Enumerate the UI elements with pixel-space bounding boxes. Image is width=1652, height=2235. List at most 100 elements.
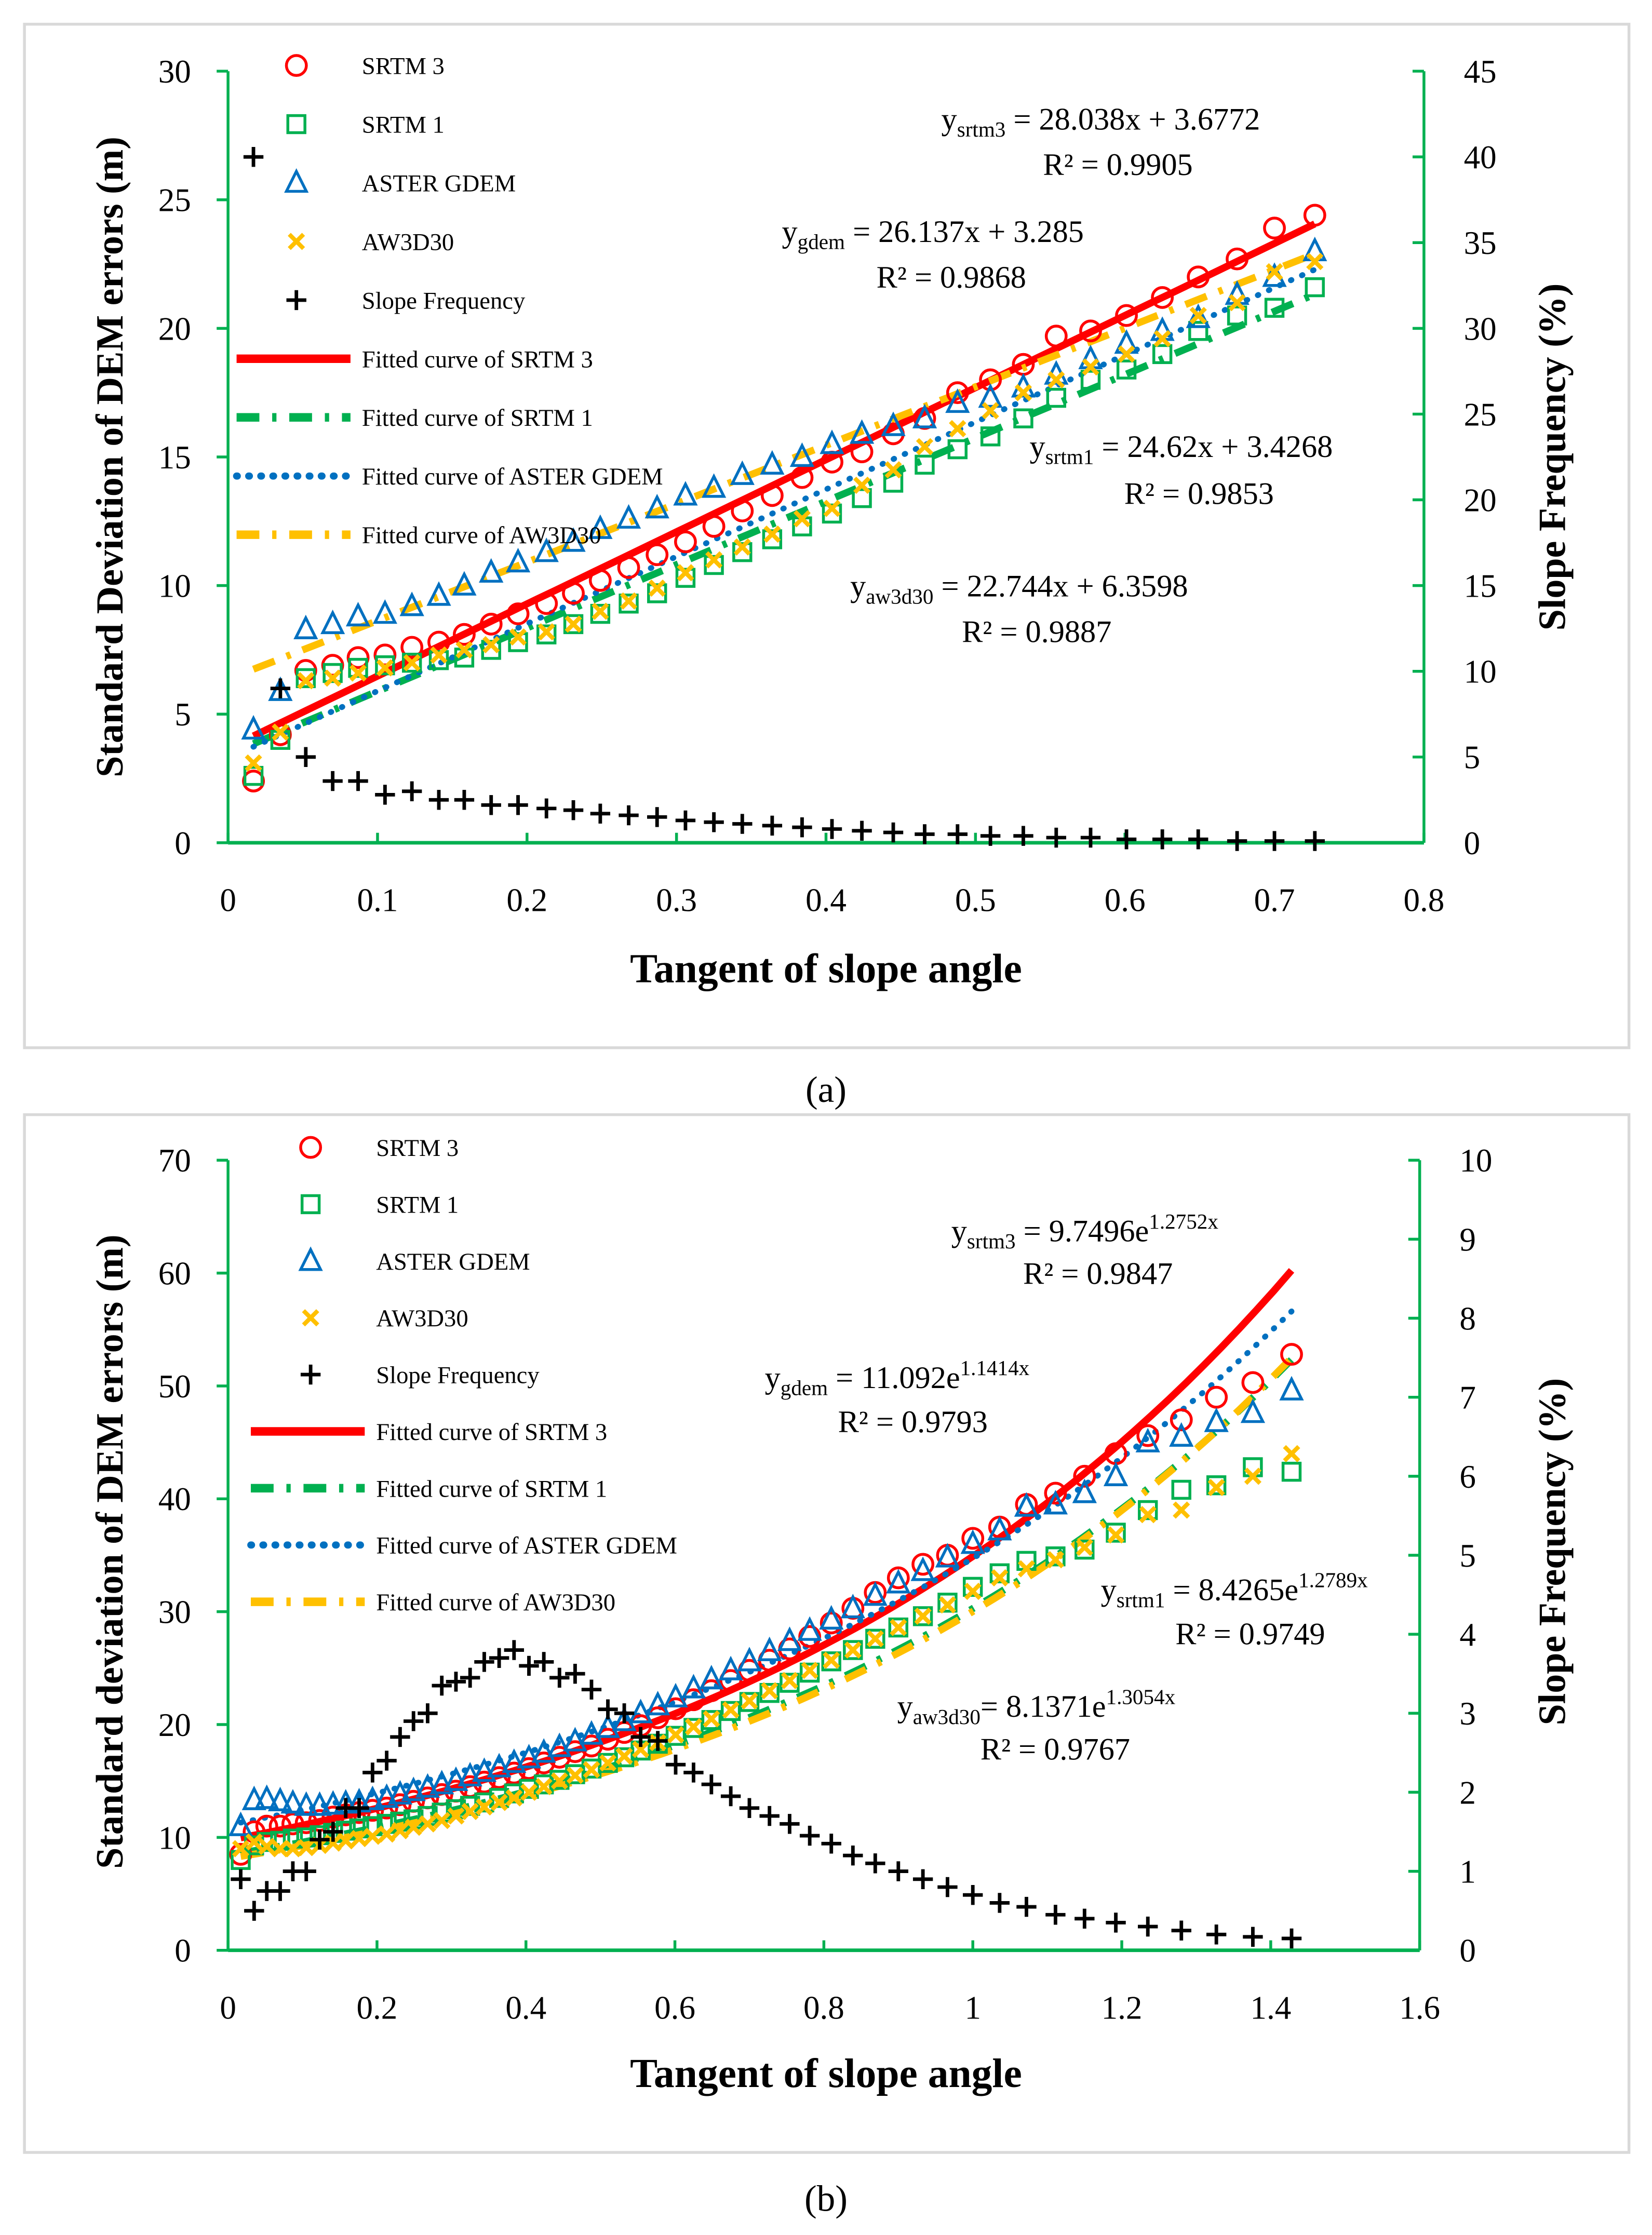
data-point-aw3d30 <box>781 1672 799 1689</box>
data-point-srtm1 <box>989 1563 1010 1583</box>
data-point-aw3d30 <box>1207 1478 1225 1497</box>
data-point-aw3d30 <box>1118 345 1135 363</box>
r-squared-aster: R² = 0.9868 <box>877 260 1026 295</box>
legend-marker-srtm1 <box>286 114 306 134</box>
data-point-srtm1 <box>915 454 935 475</box>
legend-marker-freq <box>286 290 306 311</box>
data-point-aster <box>254 1784 279 1809</box>
data-point-aw3d30 <box>916 438 934 455</box>
data-point-freq <box>231 1869 251 1889</box>
data-point-aster <box>673 481 698 506</box>
y2-tick-label: 9 <box>1459 1221 1476 1258</box>
data-point-aster <box>267 1786 293 1811</box>
data-point-srtm3 <box>388 1793 412 1816</box>
legend-label-srtm1: SRTM 1 <box>362 111 445 138</box>
data-point-srtm1 <box>536 624 557 644</box>
data-point-aster <box>820 429 844 454</box>
data-point-aster <box>293 614 318 640</box>
y2-axis-title: Slope Frequency (%) <box>1531 284 1574 631</box>
y-tick-label: 15 <box>158 439 191 476</box>
data-point-aster <box>797 1616 822 1641</box>
data-point-aw3d30 <box>419 1815 437 1833</box>
equation-y: y <box>765 1361 781 1395</box>
data-point-freq <box>732 814 753 834</box>
y2-tick-label: 30 <box>1464 311 1497 347</box>
data-point-aster <box>502 1748 527 1773</box>
r-squared-aw3d30: R² = 0.9887 <box>962 614 1111 649</box>
data-point-freq <box>323 1822 343 1842</box>
equation-rhs: = 28.038x + 3.6772 <box>1005 102 1260 137</box>
data-point-aw3d30 <box>793 510 811 528</box>
data-point-aw3d30 <box>271 1840 289 1857</box>
data-point-freq <box>296 1861 316 1881</box>
data-point-aster <box>307 1791 332 1816</box>
data-point-freq <box>563 800 584 820</box>
y-tick-label: 30 <box>158 53 191 90</box>
data-point-aw3d30 <box>1107 1526 1125 1544</box>
data-point-srtm1 <box>533 1774 554 1795</box>
legend-label-fit-srtm3: Fitted curve of SRTM 3 <box>376 1419 607 1446</box>
data-point-freq <box>1243 1927 1263 1947</box>
data-point-aw3d30 <box>403 654 421 671</box>
data-point-aw3d30 <box>741 1692 758 1709</box>
data-point-aw3d30 <box>1266 263 1283 281</box>
data-point-freq <box>349 1798 369 1819</box>
legend-label-srtm3: SRTM 3 <box>376 1135 459 1162</box>
data-point-aw3d30 <box>866 1630 884 1648</box>
x-tick-label: 0.7 <box>1254 882 1295 918</box>
data-point-srtm1 <box>822 503 842 524</box>
data-point-aw3d30 <box>1017 1560 1036 1578</box>
data-point-freq <box>963 1885 983 1905</box>
data-point-aw3d30 <box>538 623 555 641</box>
panel-b-label: (b) <box>804 2178 848 2219</box>
data-point-srtm3 <box>1151 286 1174 309</box>
data-point-aster <box>1135 1428 1160 1452</box>
x-tick-label: 0.8 <box>803 1989 844 2026</box>
data-point-aster <box>789 442 815 467</box>
equation-y: y <box>782 214 798 249</box>
data-point-aw3d30 <box>592 602 609 620</box>
data-point-aster <box>910 1556 935 1581</box>
data-point-srtm3 <box>268 1814 292 1838</box>
equation-exponent: 1.2789x <box>1298 1568 1368 1592</box>
data-point-srtm3 <box>532 1751 556 1774</box>
data-point-freq <box>404 1711 424 1731</box>
data-point-freq <box>390 1727 410 1747</box>
r-squared-srtm3: R² = 0.9905 <box>1043 147 1192 182</box>
data-point-aw3d30 <box>1047 371 1065 389</box>
y-tick-label: 25 <box>158 182 191 219</box>
data-point-srtm3 <box>719 1669 743 1692</box>
data-point-freq <box>428 790 449 810</box>
data-point-freq <box>614 1703 635 1724</box>
data-point-freq <box>533 1652 554 1672</box>
equation-y: y <box>897 1689 913 1724</box>
data-point-aw3d30 <box>272 723 289 741</box>
equation-srtm3: ysrtm3 = 9.7496e1.2752x <box>951 1209 1219 1253</box>
data-point-srtm1 <box>888 1617 908 1638</box>
data-point-freq <box>565 1664 585 1684</box>
data-point-freq <box>504 1640 524 1660</box>
data-point-aster <box>505 547 531 573</box>
data-point-aster <box>458 1761 482 1787</box>
y-tick-label: 60 <box>158 1256 191 1292</box>
data-point-aster <box>886 1569 911 1594</box>
x-tick-label: 0 <box>220 882 236 918</box>
data-point-aw3d30 <box>705 551 723 569</box>
y-tick-label: 70 <box>158 1142 191 1179</box>
data-point-srtm1 <box>481 640 501 660</box>
data-point-aster <box>760 450 785 475</box>
x-tick-label: 0 <box>220 1989 236 2026</box>
data-point-aster <box>960 1529 985 1554</box>
data-point-freq <box>243 146 264 167</box>
data-point-aster <box>280 1789 305 1814</box>
data-point-freq <box>630 1727 651 1747</box>
data-point-freq <box>1116 829 1137 850</box>
data-point-srtm1 <box>947 439 968 460</box>
data-point-aw3d30 <box>1139 1506 1157 1524</box>
data-point-freq <box>865 1853 885 1874</box>
data-point-srtm3 <box>961 1527 985 1550</box>
data-point-srtm1 <box>675 568 696 588</box>
data-point-freq <box>883 822 904 843</box>
data-point-aster <box>849 419 875 444</box>
data-point-srtm1 <box>883 473 904 493</box>
